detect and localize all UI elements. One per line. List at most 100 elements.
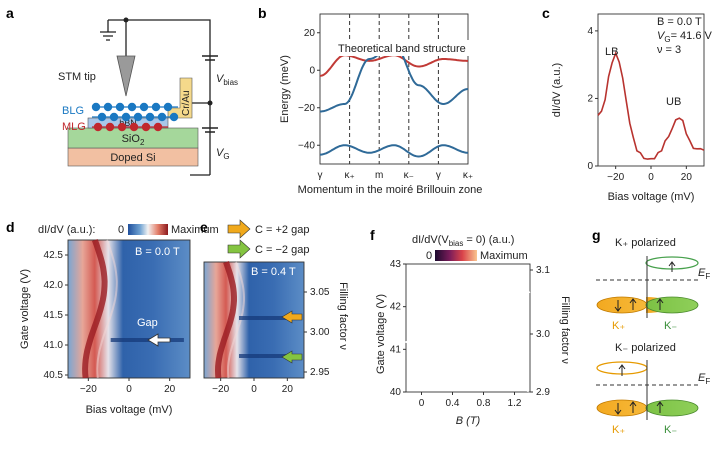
param-vg: VG= 41.6 V	[657, 30, 713, 44]
ytick-d: 40.5	[44, 370, 64, 381]
ub-label: UB	[666, 96, 681, 108]
xtick-f: 0.4	[446, 398, 460, 409]
xtick-c: 0	[648, 172, 654, 183]
xlabel-f: B (T)	[456, 415, 481, 427]
c-plus-arrow-icon	[227, 219, 251, 239]
xtick-b: κ₊	[463, 170, 473, 181]
param-nu: ν = 3	[657, 44, 681, 56]
k-plus-label-top: K₊	[612, 320, 625, 332]
map-d	[67, 239, 191, 379]
right-tick-f: 3.1	[536, 265, 550, 276]
panel-label-b: b	[258, 5, 267, 21]
panel-label-e: e	[200, 219, 208, 235]
right-tick-f: 2.9	[536, 387, 550, 398]
ub-feature	[96, 239, 118, 379]
blg-atom	[139, 102, 149, 112]
xtick-b: m	[375, 170, 383, 181]
panel-label-g: g	[592, 227, 601, 243]
ytick-d: 42.0	[44, 280, 64, 291]
colorbar-d	[128, 224, 168, 235]
xtick-b: γ	[436, 170, 441, 181]
ytick-d: 42.5	[44, 250, 64, 261]
xtick-d: −20	[80, 384, 97, 395]
gap-feature	[239, 354, 299, 358]
xtick-e: 0	[251, 384, 257, 395]
k-minus-label-top: K₋	[664, 320, 677, 332]
mlg-atom	[129, 122, 139, 132]
plot-frame-b	[319, 13, 469, 165]
lower-band-kminus-b	[645, 399, 699, 417]
axis-ticks-f: 0 0.4 0.8 1.2 43 42 41 40 3.1 3.0 2.9	[390, 259, 550, 409]
xtick-b: κ₊	[344, 170, 354, 181]
mlg-atom	[105, 122, 115, 132]
xtick-f: 0	[419, 398, 425, 409]
xtick-b: κ₋	[404, 170, 414, 181]
ytick-c: 4	[587, 26, 593, 37]
ytick-f: 42	[390, 302, 402, 313]
ytick-b: −40	[298, 140, 315, 151]
ytick-d: 41.0	[44, 340, 64, 351]
xtick-d: 20	[164, 384, 176, 395]
plot-frame-f	[405, 263, 531, 393]
ytick-f: 41	[390, 344, 402, 355]
blg-atom	[115, 102, 125, 112]
colorbar-max-d: Maximum	[171, 224, 219, 236]
ylabel-b: Energy (meV)	[279, 55, 291, 123]
k-plus-label-bottom: K₊	[612, 424, 625, 436]
lb-label: LB	[605, 46, 618, 58]
field-d: B = 0.0 T	[135, 246, 180, 258]
xtick-c: 20	[681, 172, 693, 183]
blg-label: BLG	[62, 105, 84, 117]
stm-tip-icon	[116, 55, 136, 97]
lower-band-kplus-b	[596, 399, 648, 417]
blg-atom	[163, 102, 173, 112]
colorbar-f	[435, 250, 477, 261]
xtick-b: γ	[318, 170, 323, 181]
k-minus-label-bottom: K₋	[664, 424, 677, 436]
blg-atom	[121, 112, 131, 122]
vbias-label: Vbias	[216, 73, 238, 87]
right-label-e: Filling factor ν	[337, 282, 349, 350]
panel-b: b Theoretical band structure γ κ₊ m κ₋ γ κ₊ −4…	[258, 5, 482, 196]
spin-arrows-icon	[656, 261, 676, 310]
panel-f: f dI/dV(Vbias = 0) (a.u.) 0 Maximum C = …	[370, 227, 571, 427]
panel-e: e C = +2 gap C = −2 gap B = 0.4 T −20 0 20…	[200, 219, 349, 395]
vg-label: VG	[216, 147, 230, 161]
panel-d: d dI/dV (a.u.): 0 Maximum B = 0.0 T Gap …	[6, 219, 219, 416]
xlabel-d: Bias voltage (mV)	[86, 404, 173, 416]
ytick-c: 0	[587, 161, 593, 172]
symmetry-lines	[349, 14, 439, 164]
crau-label: Cr/Au	[181, 90, 192, 116]
mlg-atom	[117, 122, 127, 132]
xlabel-b: Momentum in the moiré Brillouin zone	[298, 184, 483, 196]
ytick-b: 20	[304, 28, 316, 39]
blg-atom	[97, 112, 107, 122]
ytick-c: 2	[587, 93, 593, 104]
blg-atom	[127, 102, 137, 112]
mlg-label: MLG	[62, 121, 86, 133]
lb-feature	[82, 238, 108, 379]
xtick-e: 20	[282, 384, 294, 395]
didv-spectrum	[597, 50, 705, 160]
ef-label-bottom: EF	[698, 372, 710, 386]
circuit-wire	[108, 19, 211, 175]
panel-g: g K₊ polarized EF K₊ K₋ K₋ polarized EF …	[592, 227, 710, 436]
c-plus-label: C = +2	[443, 299, 476, 311]
panel-c: c −20 0 20 0 2 4 dI/dV (a.u.) Bias voltage (m…	[542, 5, 713, 203]
mlg-atoms	[93, 122, 163, 132]
band-title: Theoretical band structure	[338, 43, 466, 55]
mlg-atom	[141, 122, 151, 132]
plot-frame-c	[597, 13, 705, 167]
vbias-battery-icon	[202, 55, 218, 61]
colorbar-min-d: 0	[118, 224, 124, 236]
xtick-f: 0.8	[477, 398, 491, 409]
xtick-f: 1.2	[508, 398, 522, 409]
hbn-label: hBN	[119, 118, 137, 128]
c-minus-arrow-icon	[227, 239, 251, 259]
lower-band-kminus	[645, 296, 699, 314]
mlg-atom	[93, 122, 103, 132]
map-features-e	[214, 261, 299, 379]
c-minus-label: C = −2	[436, 375, 469, 387]
vg-battery-icon	[202, 127, 218, 133]
ytick-f: 40	[390, 387, 402, 398]
